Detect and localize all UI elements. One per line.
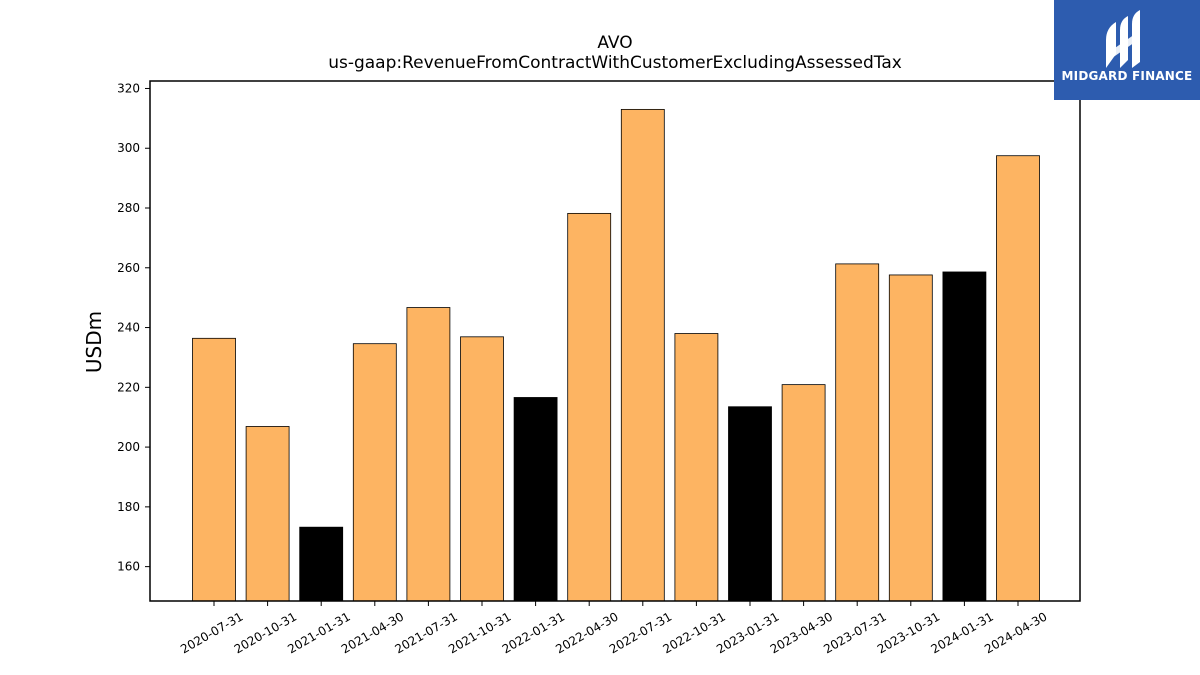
y-tick-label: 260 bbox=[117, 261, 140, 275]
bar-2020-07-31 bbox=[192, 337, 236, 602]
bar-2023-04-30 bbox=[781, 384, 826, 602]
midgard-logo-icon bbox=[1106, 10, 1140, 68]
plot-frame bbox=[149, 80, 1081, 602]
y-tick-label: 240 bbox=[117, 321, 140, 335]
chart-subtitle: us-gaap:RevenueFromContractWithCustomerE… bbox=[328, 53, 902, 73]
chart-title: AVO bbox=[597, 33, 632, 53]
y-tick-label: 180 bbox=[117, 500, 140, 514]
y-axis-label: USDm bbox=[82, 311, 106, 373]
bar-2022-10-31 bbox=[674, 333, 719, 602]
bar-2022-01-31 bbox=[513, 397, 558, 602]
x-axis: 2020-07-312020-10-312021-01-312021-04-30… bbox=[178, 601, 1050, 656]
y-tick-label: 220 bbox=[117, 380, 140, 394]
brand-logo: MIDGARD FINANCE bbox=[1054, 0, 1200, 100]
bar-2021-10-31 bbox=[460, 336, 504, 602]
bar-2021-01-31 bbox=[299, 526, 344, 602]
y-tick-label: 280 bbox=[117, 201, 140, 215]
brand-logo-text: MIDGARD FINANCE bbox=[1061, 69, 1193, 83]
bar-2022-07-31 bbox=[620, 108, 665, 602]
bar-series bbox=[192, 108, 1040, 602]
bar-2022-04-30 bbox=[567, 212, 612, 602]
y-tick-label: 300 bbox=[117, 141, 140, 155]
bar-2023-10-31 bbox=[888, 274, 933, 602]
bar-2020-10-31 bbox=[245, 426, 290, 602]
bar-2023-07-31 bbox=[835, 263, 880, 602]
bar-2024-04-30 bbox=[996, 155, 1040, 602]
y-axis: 160 180 200 220 240 260 280 300 320 bbox=[117, 81, 150, 574]
y-tick-label: 160 bbox=[117, 560, 140, 574]
bar-2021-04-30 bbox=[352, 343, 397, 602]
y-tick-label: 200 bbox=[117, 440, 140, 454]
y-tick-label: 320 bbox=[117, 81, 140, 95]
bar-2024-01-31 bbox=[942, 271, 987, 602]
bar-2023-01-31 bbox=[728, 406, 772, 602]
bar-2021-07-31 bbox=[406, 307, 451, 602]
